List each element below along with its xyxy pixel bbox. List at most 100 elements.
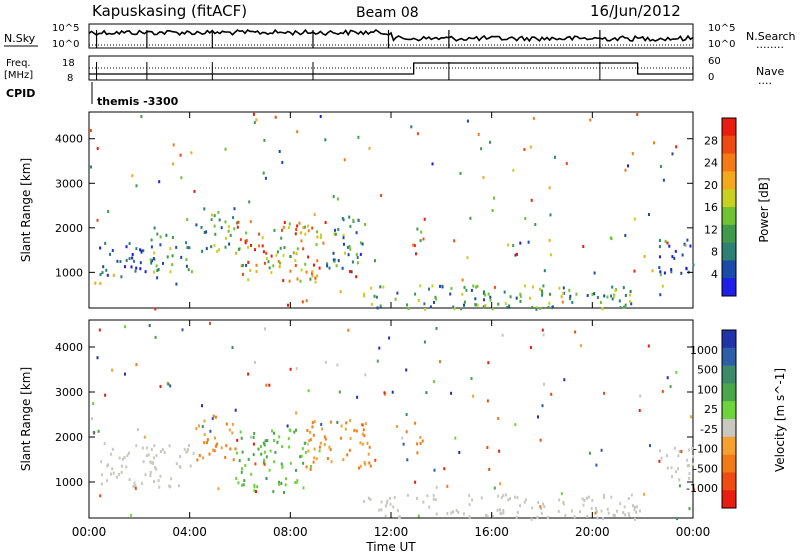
scatter-echo [318, 449, 321, 453]
echo-cell [472, 284, 475, 288]
scatter-echo [351, 260, 354, 264]
echo-cell [249, 220, 252, 224]
echo-cell [519, 300, 522, 303]
echo-cell [232, 216, 235, 220]
echo-cell [224, 245, 227, 249]
echo-cell [633, 505, 636, 509]
echo-cell [202, 456, 205, 460]
scatter-echo [433, 380, 435, 384]
echo-cell [659, 449, 662, 453]
scatter-echo [265, 383, 268, 387]
echo-cell [125, 245, 128, 249]
echo-cell [214, 415, 217, 419]
echo-cell [463, 303, 465, 307]
echo-cell [688, 448, 691, 452]
colorbar-swatch [722, 189, 736, 208]
echo-cell [294, 232, 297, 236]
echo-cell [187, 447, 190, 451]
scatter-echo [96, 218, 99, 222]
echo-cell [590, 506, 593, 510]
scatter-echo [636, 113, 639, 116]
scatter-echo [532, 116, 535, 120]
scatter-echo [414, 480, 417, 484]
echo-cell [600, 509, 603, 513]
colorbar-swatch [722, 260, 736, 279]
echo-cell [289, 461, 292, 465]
echo-cell [106, 479, 109, 483]
scatter-echo [574, 330, 577, 334]
scatter-echo [209, 429, 212, 433]
echo-cell [282, 225, 285, 229]
echo-cell [347, 253, 350, 257]
beam-title: Beam 08 [356, 5, 419, 21]
echo-cell [634, 517, 636, 521]
scatter-echo [406, 458, 409, 462]
power-panel-frame [88, 111, 694, 309]
scatter-echo [286, 424, 289, 428]
scatter-echo [402, 442, 405, 446]
echo-cell [235, 251, 238, 255]
scatter-echo [357, 135, 360, 139]
echo-cell [659, 255, 661, 259]
echo-cell [295, 468, 297, 472]
echo-cell [485, 513, 488, 517]
scatter-echo [90, 165, 92, 169]
scatter-echo [643, 492, 646, 496]
echo-cell [233, 207, 236, 211]
echo-cell [342, 233, 345, 237]
echo-cell [210, 245, 213, 249]
colorbar-tick-label: -500 [693, 462, 718, 475]
colorbar-swatch [722, 118, 736, 137]
echo-cell [145, 454, 148, 458]
echo-cell [299, 279, 302, 283]
scatter-echo [692, 488, 695, 492]
echo-cell [329, 448, 332, 452]
scatter-echo [658, 459, 661, 463]
echo-cell [153, 480, 155, 484]
echo-cell [362, 428, 365, 432]
echo-cell [685, 267, 688, 271]
echo-cell [185, 241, 188, 245]
echo-cell [355, 253, 358, 256]
echo-cell [255, 263, 258, 267]
nsky-tick-bottom: 10^0 [52, 39, 79, 50]
scatter-echo [338, 390, 341, 394]
echo-cell [190, 270, 193, 274]
scatter-echo [374, 259, 376, 263]
echo-cell [352, 218, 355, 222]
echo-cell [413, 244, 416, 248]
echo-cell [229, 233, 232, 237]
echo-cell [349, 419, 352, 422]
echo-cell [475, 285, 478, 289]
echo-cell [214, 436, 216, 440]
echo-cell [155, 467, 158, 471]
echo-cell [280, 481, 283, 485]
scatter-echo [688, 507, 691, 511]
nave-tick-bottom: 0 [708, 72, 714, 83]
echo-cell [109, 252, 111, 256]
echo-cell [236, 225, 239, 229]
echo-cell [497, 494, 500, 498]
echo-cell [492, 514, 495, 518]
echo-cell [376, 306, 379, 310]
scatter-echo [309, 277, 312, 281]
scatter-echo [264, 176, 267, 180]
echo-cell [529, 296, 531, 300]
scatter-echo [99, 273, 102, 277]
scatter-echo [649, 444, 651, 448]
echo-cell [295, 228, 298, 231]
echo-cell [367, 452, 370, 456]
echo-cell [103, 442, 106, 446]
echo-cell [396, 291, 399, 295]
echo-cell [273, 431, 275, 435]
echo-cell [152, 461, 155, 465]
echo-cell [539, 306, 542, 310]
echo-cell [102, 265, 105, 269]
echo-cell [203, 419, 206, 423]
scatter-echo [135, 184, 138, 188]
echo-cell [131, 253, 134, 256]
echo-cell [330, 460, 333, 464]
scatter-echo [631, 152, 634, 156]
echo-cell [603, 294, 606, 298]
echo-cell [332, 251, 335, 255]
